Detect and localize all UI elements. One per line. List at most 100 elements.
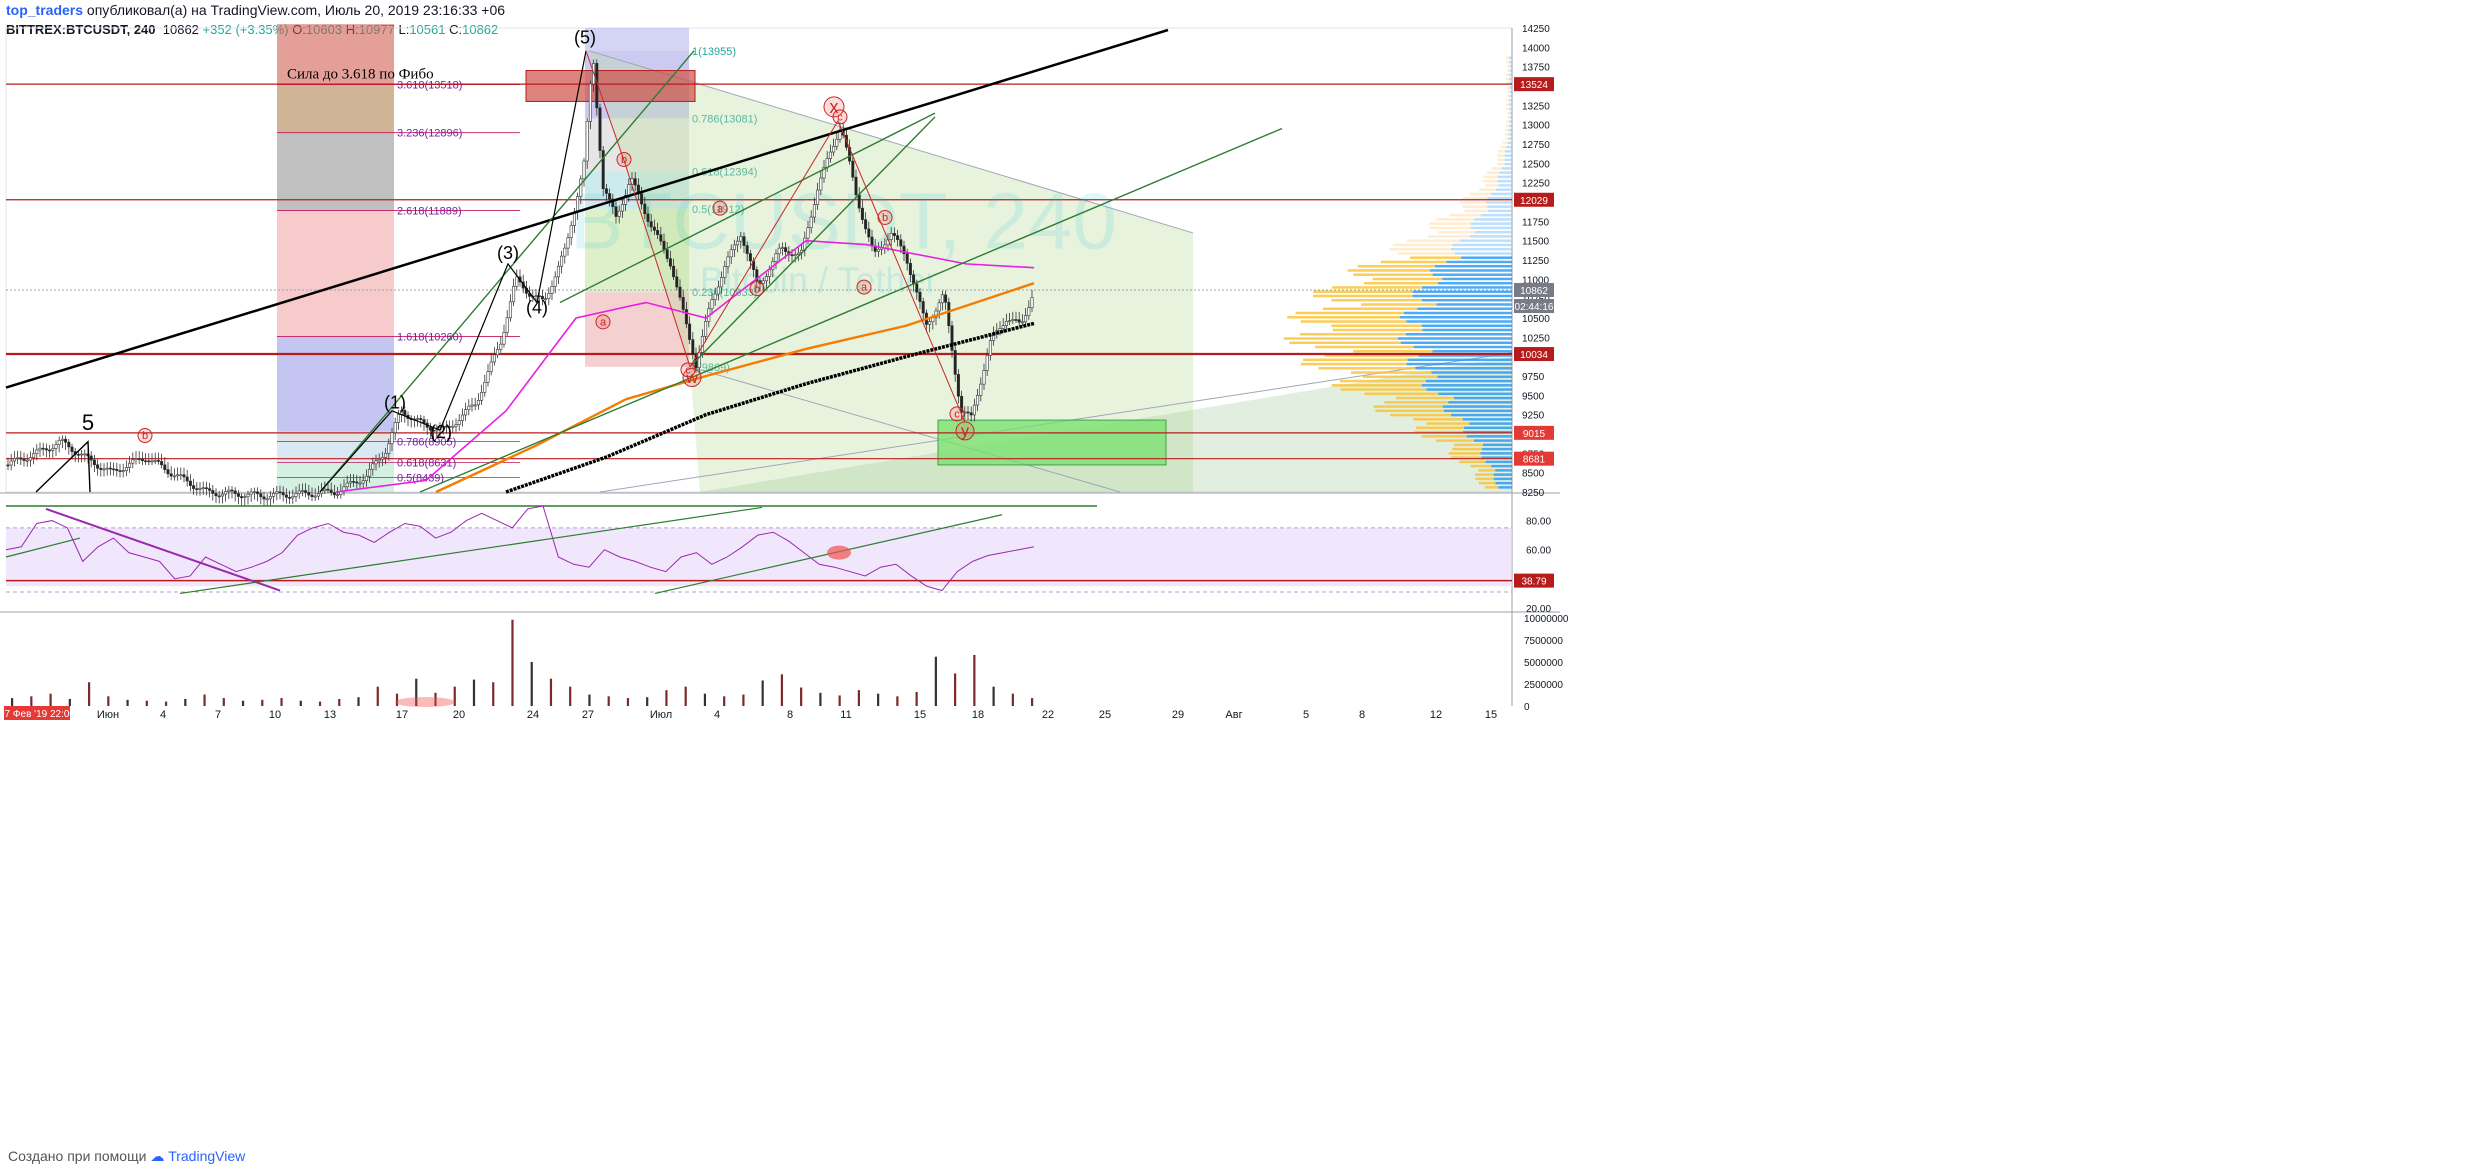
candle-body <box>505 317 509 333</box>
volume-profile-bar <box>1506 82 1510 85</box>
candle <box>121 463 125 478</box>
volume-profile-bar <box>1451 456 1482 459</box>
candle-body <box>688 323 692 340</box>
candle <box>163 457 167 474</box>
candle <box>835 131 839 151</box>
volume-profile-bar <box>1390 413 1452 417</box>
candle-body <box>473 404 477 407</box>
candle-body <box>956 374 960 397</box>
candle-body <box>476 400 480 406</box>
candle <box>358 476 362 489</box>
candle <box>483 374 487 397</box>
volume-profile-bar <box>1418 354 1512 357</box>
volume-profile-bar <box>1400 341 1512 345</box>
volume-profile-bar <box>1406 320 1512 323</box>
candle-body <box>1027 307 1031 316</box>
volume-profile-bar <box>1482 179 1498 183</box>
volume-profile-bar <box>1482 443 1512 447</box>
candle-body <box>864 219 868 230</box>
author-link[interactable]: top_traders <box>6 2 84 18</box>
rsi-pane[interactable] <box>5 505 1512 595</box>
candle-body <box>608 193 612 200</box>
volume-bar <box>723 696 726 706</box>
low-value: 10561 <box>409 22 446 37</box>
candle <box>556 260 560 285</box>
time-tick-label: 29 <box>1172 709 1184 721</box>
candle <box>710 292 714 315</box>
volume-profile-bar <box>1434 264 1512 268</box>
candle-body <box>297 490 301 494</box>
candle-body <box>969 412 973 416</box>
candle <box>80 450 84 463</box>
volume-profile-bar <box>1498 184 1512 187</box>
candle <box>89 451 93 468</box>
candle-body <box>89 455 93 461</box>
candle-body <box>348 481 352 484</box>
candle-body <box>908 263 912 276</box>
wave-circle <box>823 96 845 118</box>
candle <box>201 481 205 496</box>
volume-pane[interactable] <box>11 619 1034 708</box>
volume-profile-bar <box>1506 120 1510 123</box>
candle <box>19 451 23 466</box>
candle <box>809 210 813 234</box>
volume-profile-bar <box>1435 439 1474 442</box>
price-pane[interactable]: 3.618(13518) 3.236(12896) 2.618(11889) 1.61… <box>5 24 1513 507</box>
tradingview-logo-icon[interactable]: ☁ <box>150 1148 165 1164</box>
candle <box>601 146 605 197</box>
tradingview-brand[interactable]: TradingView <box>168 1148 246 1164</box>
candle <box>889 227 893 247</box>
candle-body <box>566 237 570 249</box>
candle <box>169 466 173 481</box>
candle <box>476 392 480 410</box>
time-tick-label: 13 <box>324 709 336 721</box>
volume-profile-bar <box>1485 460 1512 464</box>
candle-body <box>982 370 986 385</box>
candle <box>1017 311 1021 326</box>
volume-bar <box>30 696 33 706</box>
price-tick-label: 9500 <box>1522 391 1545 402</box>
price-tick-label: 14250 <box>1522 24 1550 35</box>
wave-circle-text: b <box>142 430 148 442</box>
volume-profile-bar <box>1506 56 1510 60</box>
volume-profile-bar <box>1372 277 1443 281</box>
candle-body <box>355 481 359 484</box>
candle-body <box>41 447 45 450</box>
fib-level-label: 3.236(12896) <box>397 128 462 140</box>
volume-profile-bar <box>1497 175 1512 179</box>
candle <box>460 408 464 427</box>
candle-body <box>22 458 26 461</box>
fib-extension-zone <box>277 84 394 133</box>
price-badge <box>1514 425 1554 440</box>
candle-body <box>550 285 554 294</box>
candle-body <box>764 276 768 282</box>
volume-profile-bar <box>1436 218 1475 221</box>
candle <box>1020 314 1024 326</box>
candle <box>332 484 336 499</box>
candle-body <box>57 440 61 445</box>
candle <box>179 467 183 480</box>
volume-profile-bar <box>1461 256 1512 259</box>
candle-body <box>380 456 384 460</box>
last-price: 10862 <box>162 22 199 37</box>
candle-body <box>816 189 820 206</box>
candle-body <box>876 248 880 252</box>
candle <box>739 231 743 249</box>
time-tick-label: 27 <box>582 709 594 721</box>
volume-profile-bar <box>1509 65 1512 68</box>
volume-profile-bar <box>1497 179 1512 183</box>
fib-retracement-zone <box>585 28 689 51</box>
candle <box>832 138 836 157</box>
candle-body <box>483 381 487 393</box>
candle-body <box>144 460 148 463</box>
volume-profile-bar <box>1373 405 1443 408</box>
candle-body <box>870 236 874 247</box>
wave-circle-text: a <box>600 317 607 329</box>
candle <box>499 336 503 353</box>
candle-body <box>761 280 765 284</box>
volume-profile-bar <box>1451 413 1512 417</box>
candle-body <box>435 429 439 432</box>
wave-circle <box>137 428 153 444</box>
candle-body <box>560 255 564 267</box>
